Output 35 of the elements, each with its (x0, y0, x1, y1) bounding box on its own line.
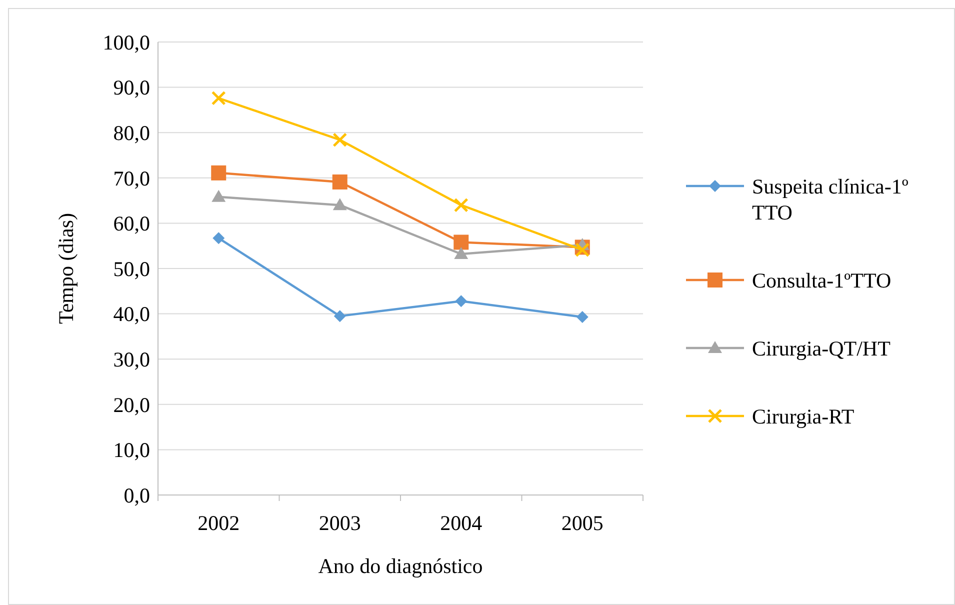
point (211, 165, 226, 180)
y-tick-label: 40,0 (113, 302, 150, 326)
legend-label: Cirurgia-RT (752, 404, 854, 428)
y-tick-label: 0,0 (124, 483, 150, 508)
point (334, 310, 346, 322)
point (212, 190, 226, 202)
y-tick-label: 80,0 (113, 120, 150, 145)
point (575, 242, 590, 258)
y-tick-label: 100,0 (102, 30, 150, 54)
point (332, 198, 347, 210)
point (455, 295, 468, 308)
y-tick-label: 60,0 (113, 212, 150, 236)
legend-label: Suspeita clínica-1º TTO (752, 174, 909, 224)
point (332, 174, 348, 190)
y-tick-label: 70,0 (113, 166, 150, 190)
y-axis-title: Tempo (dias) (54, 212, 78, 324)
point (454, 247, 468, 260)
point (212, 232, 225, 244)
x-tick-label: 2002 (198, 511, 240, 535)
point (211, 90, 226, 106)
point (454, 234, 469, 250)
y-tick-label: 50,0 (113, 256, 150, 281)
point (454, 198, 468, 212)
x-axis-title: Ano do diagnóstico (318, 554, 483, 578)
legend-label: Cirurgia-QT/HT (752, 336, 891, 360)
y-tick-label: 30,0 (113, 347, 150, 372)
point (576, 310, 588, 323)
y-tick-label: 90,0 (113, 76, 150, 100)
y-tick-label: 20,0 (113, 392, 150, 417)
x-tick-label: 2004 (440, 511, 483, 535)
x-tick-label: 2005 (561, 511, 604, 535)
x-tick-label: 2003 (318, 511, 361, 535)
y-tick-label: 10,0 (113, 438, 150, 462)
legend-label: Consulta-1ºTTO (752, 268, 892, 292)
point (332, 132, 348, 148)
